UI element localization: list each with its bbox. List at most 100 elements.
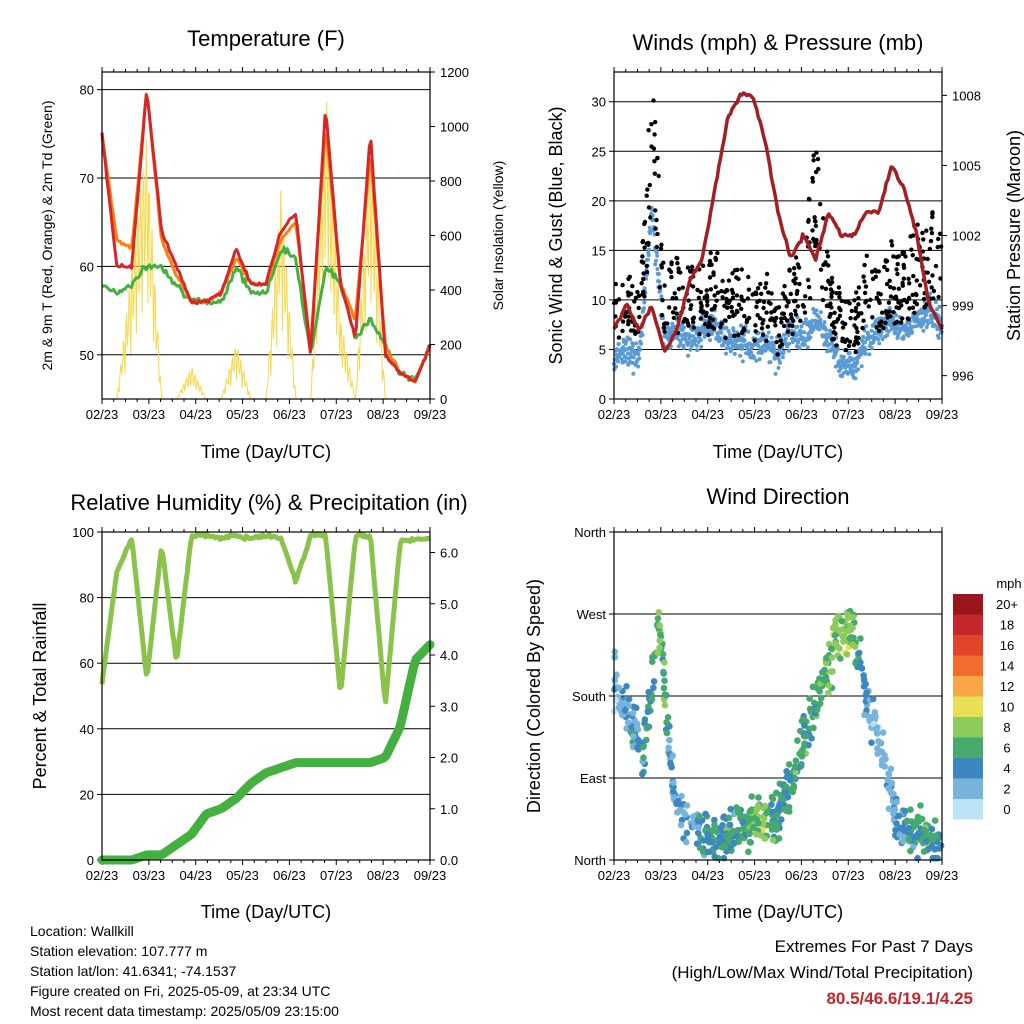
wind-gust-point	[761, 305, 766, 311]
wind-gust-point	[832, 325, 837, 330]
recent-timestamp: Most recent data timestamp: 2025/05/09 2…	[30, 1003, 339, 1019]
wind-sustained-point	[630, 360, 635, 365]
wind-sustained-point	[687, 340, 692, 345]
wind-gust-point	[761, 299, 767, 305]
wind-gust-point	[720, 278, 725, 284]
wind-gust-point	[720, 295, 725, 300]
colorbar-label: 0	[1003, 802, 1010, 817]
wind-sustained-point	[616, 341, 621, 346]
wind-sustained-point	[773, 371, 778, 376]
extremes-subheading: (High/Low/Max Wind/Total Precipitation)	[671, 963, 973, 982]
dir-point	[695, 824, 702, 831]
wind-pressure-line	[612, 91, 944, 353]
wind-gust-point	[691, 319, 696, 325]
wind-border	[613, 71, 943, 400]
wind-sustained-point	[803, 317, 808, 322]
wind-gust-point	[670, 296, 675, 301]
wind-sustained-point	[621, 345, 626, 350]
wind-gust-point	[702, 322, 708, 327]
wind-gust-point	[792, 266, 797, 271]
wind-gust-point	[891, 310, 896, 315]
wind-gust-point	[853, 335, 859, 340]
wind-gust-point	[832, 310, 837, 315]
wind-sustained-point	[811, 307, 816, 311]
wind-sustained-point	[766, 330, 771, 335]
wind-gust-point	[641, 260, 646, 265]
dir-point	[817, 694, 825, 702]
wind-gust-point	[673, 296, 679, 301]
hum-xtick-label: 05/23	[226, 868, 259, 883]
wind-sustained-point	[781, 349, 786, 354]
wind-gust-point	[936, 294, 941, 300]
wind-ytick-label: 15	[592, 243, 606, 258]
wind-sustained-point	[798, 330, 803, 335]
wind-gust-point	[691, 325, 696, 330]
wind-gust-point	[813, 223, 819, 229]
wind-gust-point	[849, 308, 854, 314]
dir-point	[905, 835, 913, 843]
wind-gust-point	[903, 254, 908, 259]
dir-point	[660, 668, 667, 676]
temp-y2tick-label: 1000	[440, 120, 469, 135]
dir-point	[712, 843, 720, 851]
dir-point	[661, 691, 669, 698]
wind-gust-point	[639, 281, 644, 286]
dir-point	[699, 848, 707, 855]
dir-point	[907, 847, 914, 855]
dir-point	[844, 627, 852, 635]
wind-gust-point	[848, 316, 853, 321]
temp-y2tick-label: 200	[440, 338, 462, 353]
wind-sustained-point	[647, 247, 651, 252]
dir-point	[921, 826, 928, 834]
dir-point	[823, 654, 830, 662]
wind-gust-point	[674, 311, 679, 316]
wind-gust-point	[840, 325, 846, 330]
wind-gust-point	[843, 299, 848, 304]
wind-sustained-point	[859, 364, 864, 369]
wind-gust-point	[777, 344, 783, 349]
wind-sustained-point	[802, 330, 807, 335]
dir-point	[695, 829, 702, 837]
wind-sustained-point	[855, 360, 860, 365]
dir-point	[773, 822, 781, 829]
wind-gust-point	[847, 339, 853, 344]
wind-gust-point	[856, 296, 861, 301]
wind-sustained-point	[896, 333, 901, 338]
wind-gust-point	[765, 324, 770, 329]
wind-sustained-point	[637, 347, 642, 352]
wind-gust-point	[824, 303, 830, 309]
dir-point	[683, 829, 691, 837]
dir-point	[809, 683, 817, 691]
wind-sustained-point	[620, 351, 625, 356]
wind-gust-point	[914, 256, 919, 262]
hum-xtick-label: 02/23	[86, 868, 119, 883]
wind-sustained-point	[742, 338, 747, 343]
wind-gust-point	[930, 211, 935, 217]
wind-gust-point	[814, 241, 819, 246]
wind-sustained-point	[856, 367, 861, 372]
dir-point	[711, 853, 718, 860]
wind-sustained-point	[887, 306, 892, 310]
wind-sustained-point	[924, 325, 929, 330]
wind-gust-point	[863, 284, 869, 289]
wind-sustained-point	[649, 207, 654, 212]
wind-gust-point	[712, 293, 717, 298]
wind-sustained-point	[703, 332, 708, 337]
wind-gust-point	[898, 320, 904, 325]
wind-gust-point	[904, 299, 910, 305]
wind-gust-point	[691, 315, 697, 320]
dir-point	[783, 768, 790, 775]
wind-gust-point	[894, 267, 899, 272]
wind-gust-point	[642, 245, 647, 250]
wind-sustained-point	[922, 316, 927, 321]
dir-point	[896, 831, 903, 838]
dir-point	[839, 633, 846, 640]
wind-gust-point	[773, 323, 778, 328]
wind-gust-point	[729, 309, 735, 314]
dir-point	[786, 773, 794, 780]
temp-xtick-label: 06/23	[273, 407, 306, 422]
dir-point	[661, 701, 669, 709]
wind-gust-point	[686, 298, 691, 303]
wind-sustained-point	[639, 341, 643, 346]
wind-sustained-point	[876, 337, 881, 342]
